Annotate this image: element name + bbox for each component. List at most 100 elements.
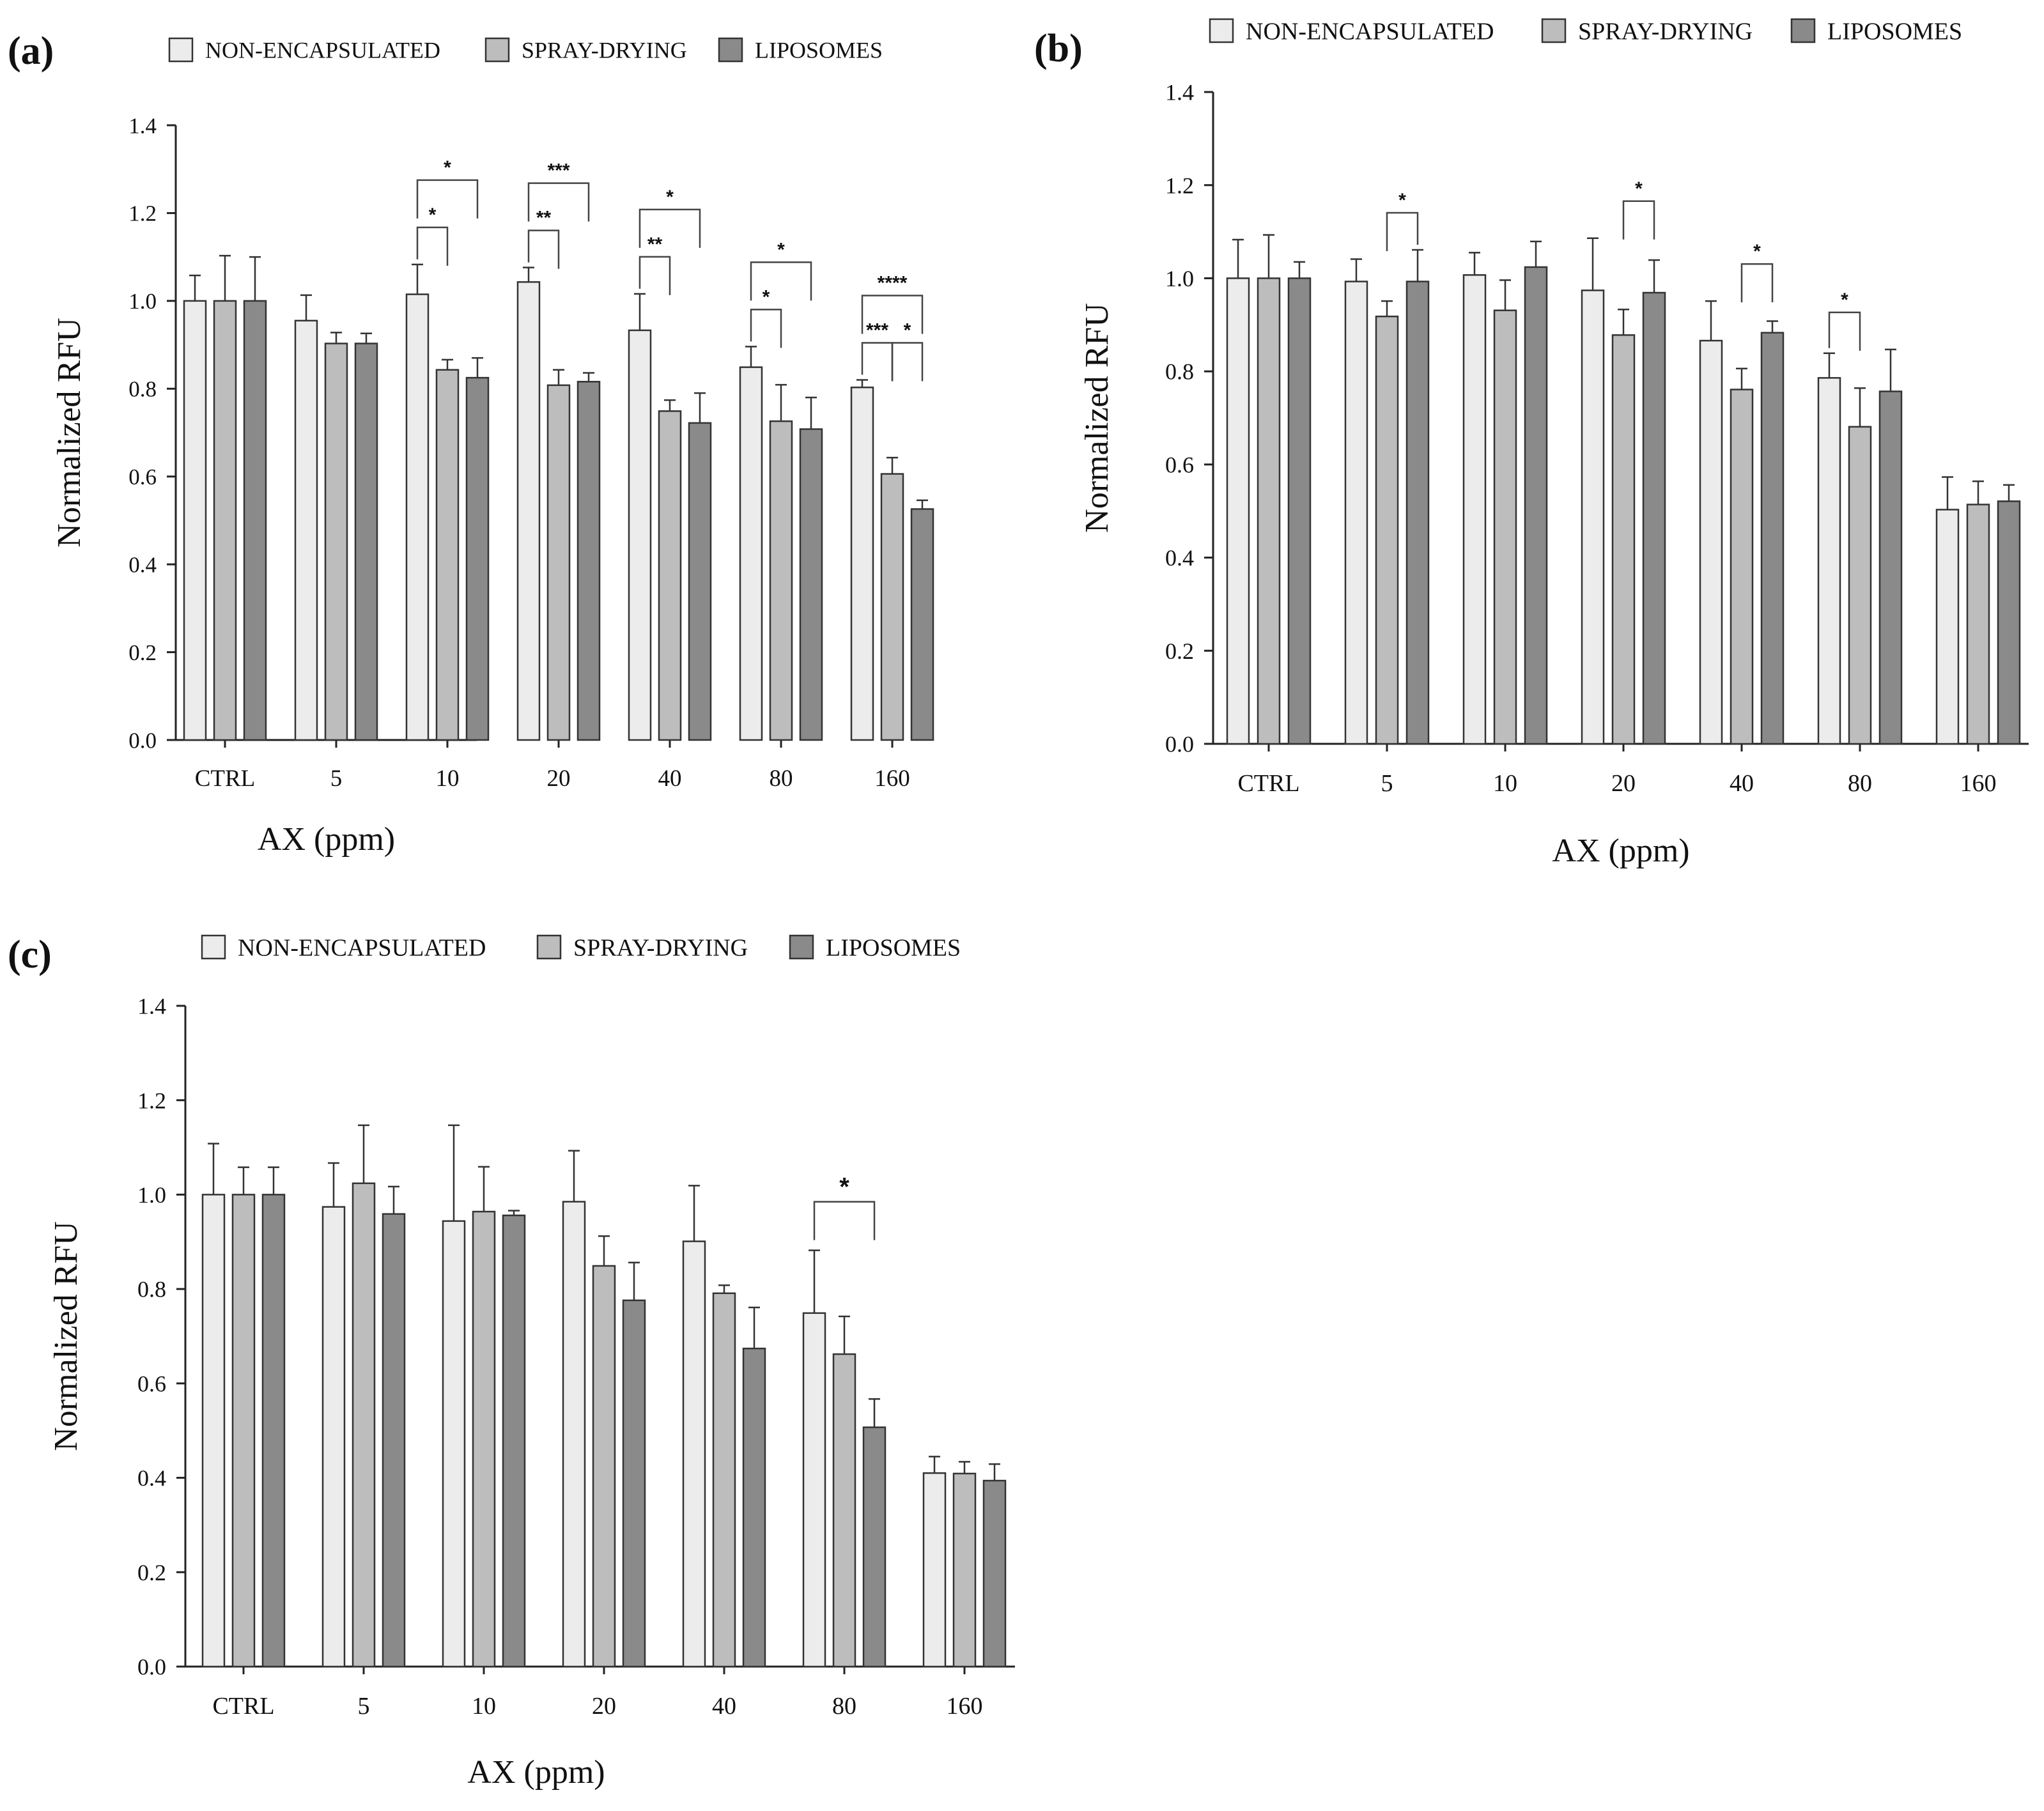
bar-CTRL-s1 — [213, 300, 237, 741]
y-tick-label: 0.4 — [1165, 545, 1194, 571]
bar-80-s0 — [802, 1312, 826, 1668]
legend-label-0: NON-ENCAPSULATED — [238, 934, 486, 961]
legend-swatch-2 — [718, 37, 743, 63]
legend-label-2: LIPOSOMES — [826, 934, 961, 961]
y-tick-label: 0.4 — [137, 1465, 166, 1491]
y-tick-label: 0.0 — [137, 1654, 166, 1680]
significance-bracket — [1386, 212, 1419, 251]
y-tick-label: 0.8 — [137, 1277, 166, 1302]
y-tick-label: 1.0 — [1165, 266, 1194, 291]
x-tick-label: 80 — [1848, 770, 1872, 797]
significance-bracket — [891, 342, 924, 381]
significance-label: * — [777, 239, 785, 260]
y-tick-label: 1.0 — [137, 1182, 166, 1208]
y-tick-label: 0.2 — [137, 1560, 166, 1585]
x-axis-title: AX (ppm) — [1552, 833, 1689, 869]
legend-label-2: LIPOSOMES — [1827, 18, 1962, 45]
y-tick-label: 1.4 — [128, 113, 157, 138]
bar-160-s1 — [880, 473, 904, 741]
legend-swatch-1 — [484, 37, 510, 63]
legend-label-2: LIPOSOMES — [755, 38, 883, 63]
significance-bracket — [416, 226, 449, 266]
bar-80-s0 — [739, 366, 763, 741]
significance-label: * — [904, 320, 911, 341]
legend-swatch-1 — [536, 934, 562, 960]
y-tick-label: 1.2 — [137, 1088, 166, 1113]
bar-40-s1 — [712, 1292, 736, 1668]
significance-label: * — [839, 1173, 849, 1201]
y-axis-title: Normalized RFU — [48, 1221, 84, 1451]
y-tick-label: 0.2 — [1165, 638, 1194, 664]
bar-10-s1 — [1493, 309, 1517, 745]
legend-swatch-2 — [1790, 18, 1816, 43]
y-tick-label: 0.8 — [1165, 359, 1194, 385]
significance-bracket — [527, 182, 590, 222]
legend-swatch-0 — [168, 37, 194, 63]
bar-20-s1 — [1611, 334, 1636, 745]
bar-5-s0 — [1344, 281, 1368, 745]
significance-label: *** — [547, 160, 569, 181]
significance-label: ** — [536, 208, 552, 229]
significance-bracket — [813, 1201, 876, 1240]
significance-label: * — [763, 286, 770, 307]
bar-CTRL-s2 — [1287, 277, 1312, 745]
x-tick-label: 10 — [1493, 770, 1517, 797]
bar-20-s2 — [577, 381, 601, 741]
y-tick-label: 0.0 — [128, 728, 157, 753]
bar-40-s2 — [1760, 332, 1785, 745]
panel-label: (b) — [1034, 27, 1083, 70]
legend-swatch-2 — [789, 934, 814, 960]
x-tick-label: 20 — [1611, 770, 1636, 797]
x-tick-label: 10 — [472, 1693, 496, 1720]
bar-20-s2 — [1642, 291, 1666, 745]
bar-160-s0 — [850, 386, 874, 741]
x-tick-label: 40 — [658, 766, 682, 792]
legend-swatch-1 — [1541, 18, 1567, 43]
significance-label: * — [444, 157, 451, 178]
significance-bracket — [750, 309, 782, 348]
y-tick-label: 0.6 — [137, 1371, 166, 1396]
bar-10-s0 — [1462, 274, 1487, 745]
x-axis-title: AX (ppm) — [258, 821, 395, 858]
bar-CTRL-s2 — [261, 1194, 286, 1668]
significance-label: *** — [866, 320, 888, 341]
significance-bracket — [750, 261, 812, 301]
x-tick-label: CTRL — [1237, 770, 1299, 797]
y-tick-label: 1.4 — [1165, 80, 1194, 105]
significance-label: **** — [878, 273, 908, 294]
significance-bracket — [416, 179, 479, 219]
significance-label: ** — [647, 234, 663, 255]
panel-c: (c) NON-ENCAPSULATED SPRAY-DRYING LIPOSOMES… — [8, 933, 1015, 1791]
bar-40-s2 — [742, 1347, 766, 1668]
bar-5-s2 — [1405, 281, 1430, 745]
legend-label-0: NON-ENCAPSULATED — [1246, 18, 1494, 45]
x-tick-label: 80 — [770, 766, 793, 792]
x-tick-label: 160 — [947, 1693, 983, 1720]
significance-bracket — [639, 208, 701, 248]
panel-label: (a) — [8, 29, 54, 73]
panel-label: (c) — [8, 933, 52, 976]
significance-bracket — [1828, 311, 1861, 351]
bar-40-s0 — [628, 329, 652, 741]
panel-b: (b) NON-ENCAPSULATED SPRAY-DRYING LIPOSOMES… — [1034, 18, 2029, 869]
x-tick-label: 10 — [436, 766, 460, 792]
bar-20-s0 — [516, 281, 541, 741]
bar-20-s1 — [592, 1265, 616, 1668]
bar-10-s1 — [435, 369, 460, 741]
bar-40-s2 — [688, 422, 712, 741]
y-axis-title: Normalized RFU — [1079, 303, 1115, 533]
y-tick-label: 1.4 — [137, 994, 166, 1019]
bar-20-s2 — [622, 1299, 646, 1668]
bar-CTRL-s1 — [1257, 277, 1281, 745]
bar-20-s0 — [562, 1201, 586, 1668]
bar-20-s1 — [546, 384, 571, 741]
bar-160-s2 — [910, 508, 934, 741]
y-axis-title: Normalized RFU — [51, 318, 88, 548]
bar-5-s2 — [354, 343, 378, 741]
bar-5-s0 — [321, 1206, 346, 1668]
bar-40-s0 — [682, 1240, 706, 1668]
bar-CTRL-s1 — [231, 1194, 256, 1668]
y-tick-label: 0.6 — [1165, 452, 1194, 477]
significance-label: * — [1753, 241, 1761, 262]
